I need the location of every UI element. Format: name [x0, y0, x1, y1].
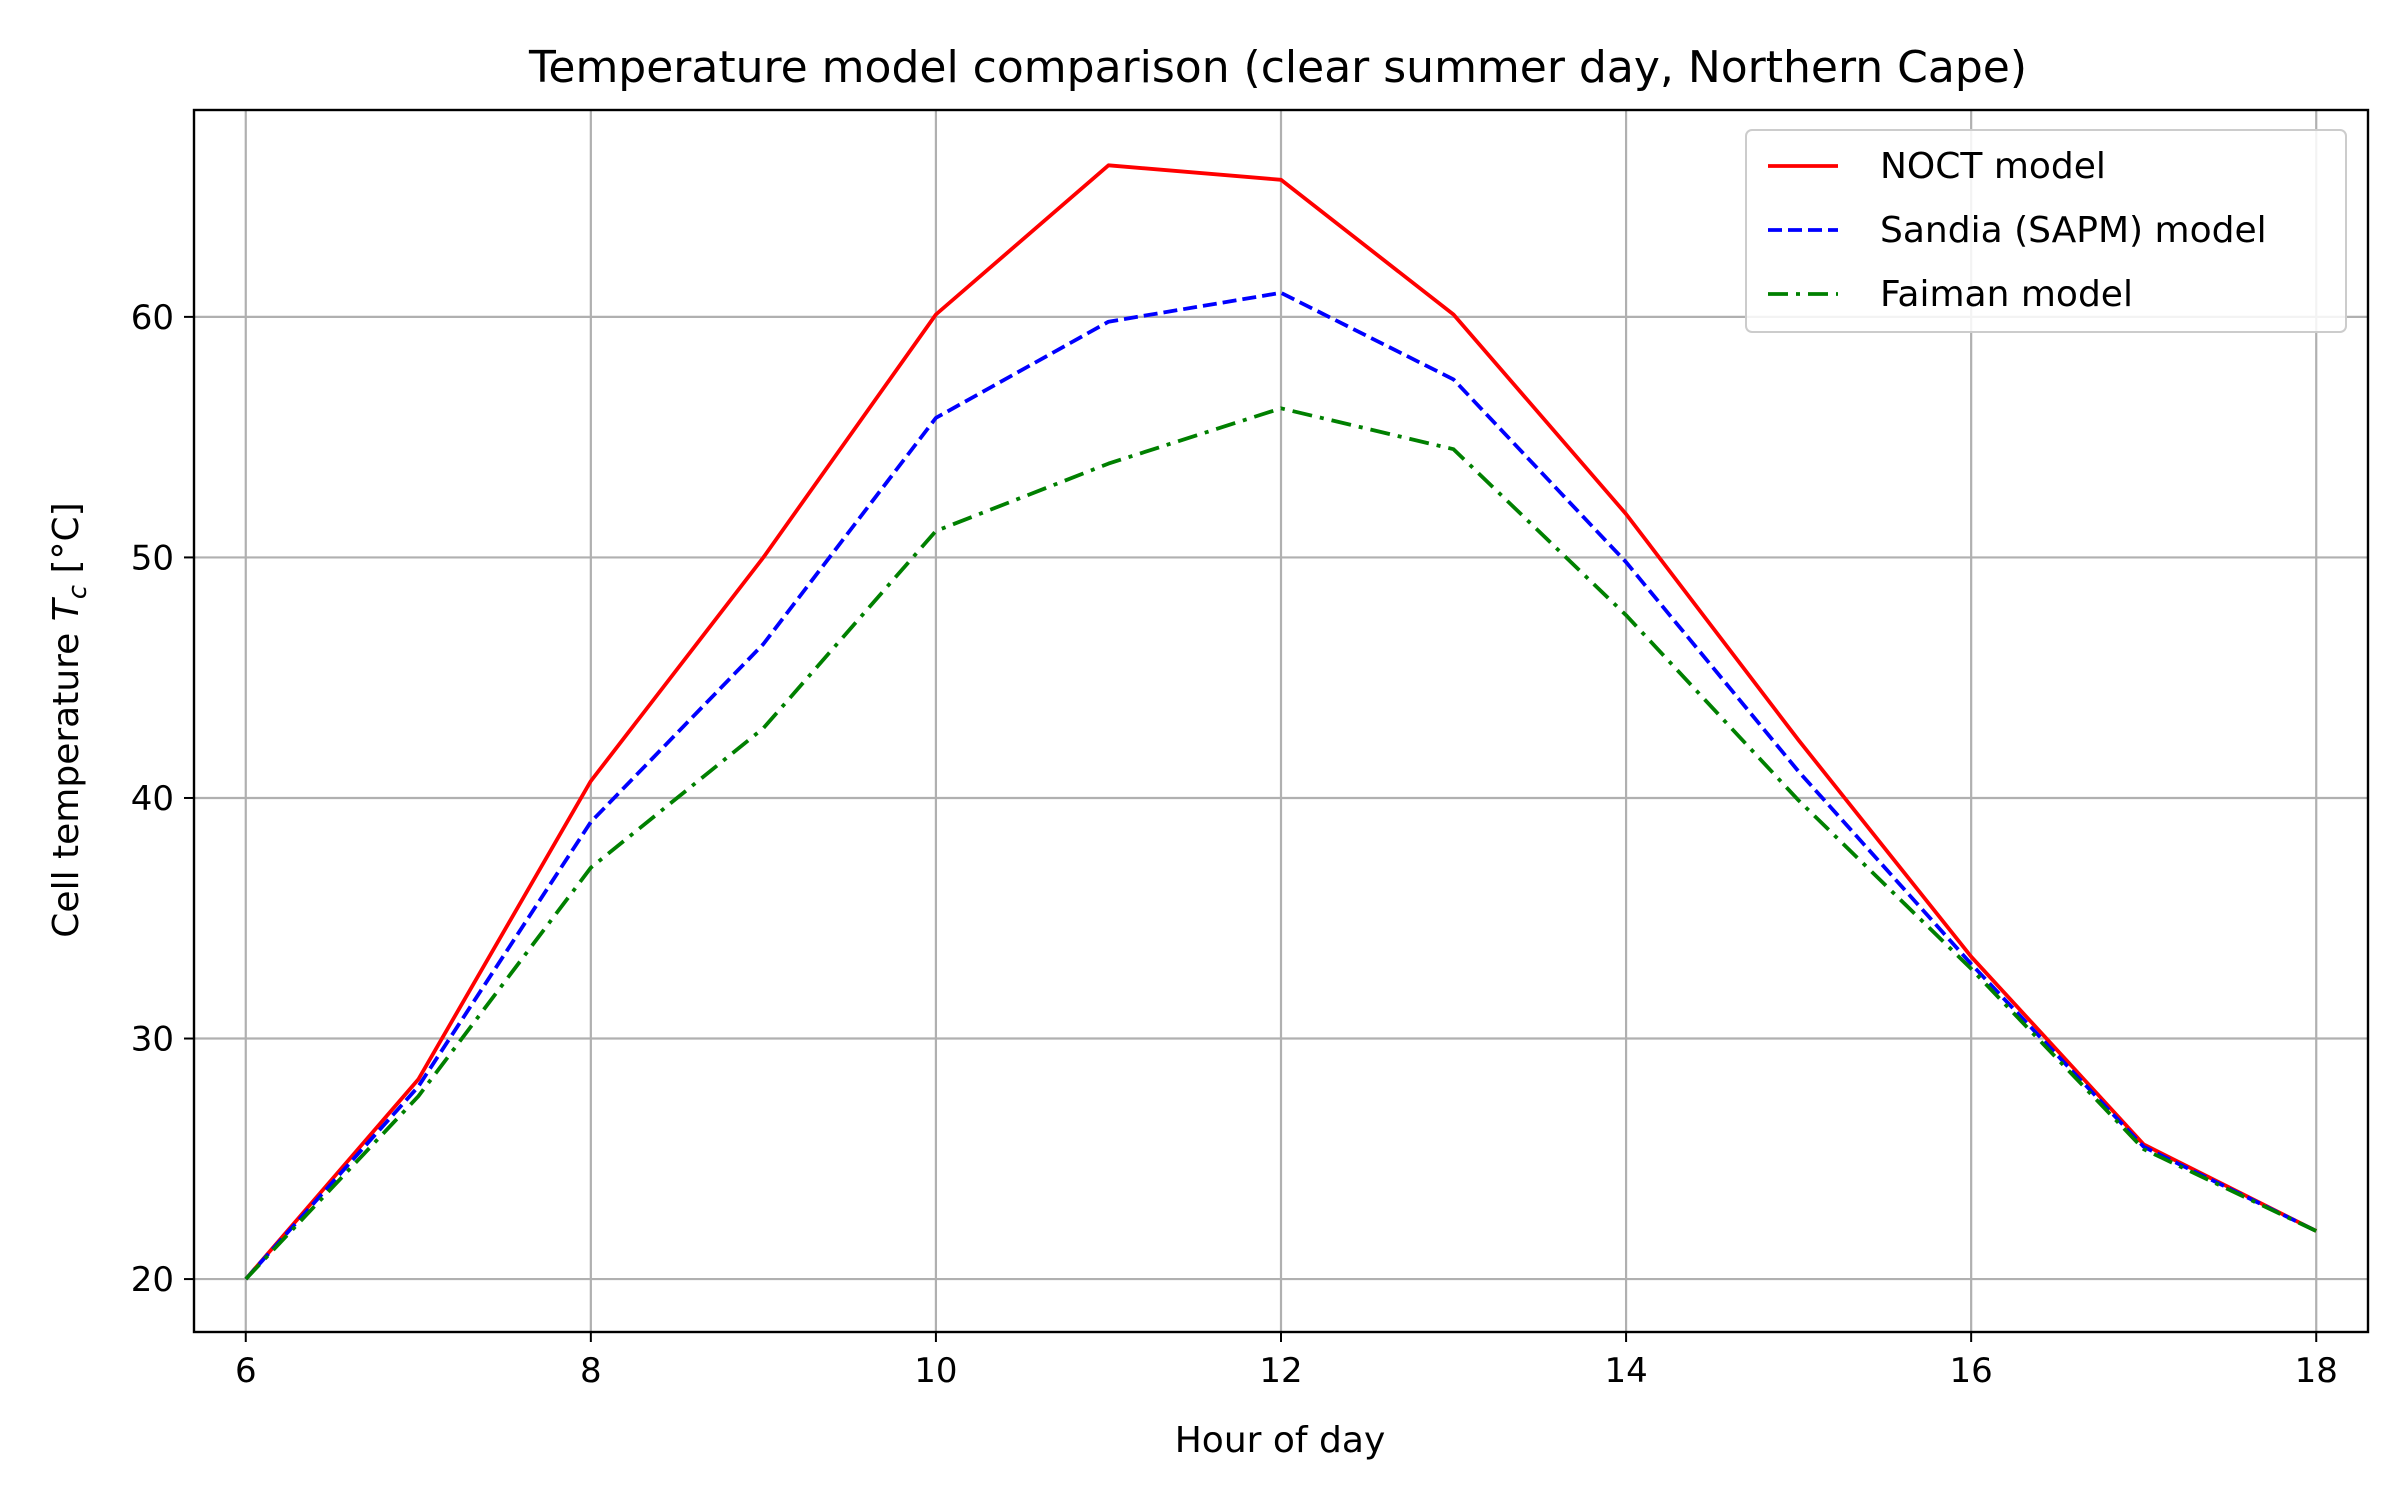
chart-title: Temperature model comparison (clear summ…	[528, 42, 2027, 93]
series-layer	[244, 163, 2318, 1281]
series-line-2	[244, 290, 2318, 1281]
y-axis-title-symbol: T	[46, 596, 87, 621]
x-tick-label: 14	[1604, 1351, 1647, 1391]
series-line-3	[244, 406, 2318, 1281]
y-axis-title-suffix: [°C]	[46, 502, 87, 585]
legend-label-3: Faiman model	[1880, 274, 2133, 315]
y-axis-title-prefix: Cell temperature	[46, 621, 87, 937]
x-tick-label: 18	[2295, 1351, 2338, 1391]
legend-label-2: Sandia (SAPM) model	[1880, 210, 2267, 251]
legend-label-1: NOCT model	[1880, 146, 2106, 187]
legend: NOCT model Sandia (SAPM) model Faiman mode…	[1745, 129, 2347, 333]
x-axis-title: Hour of day	[1175, 1420, 1386, 1461]
ticks: 6 8 10 12 14 16 18 20 30 40 50 60	[131, 298, 2338, 1391]
x-tick-label: 8	[580, 1351, 602, 1391]
legend-items: NOCT model Sandia (SAPM) model Faiman mode…	[1768, 146, 2267, 315]
series-line-1	[244, 163, 2318, 1281]
y-tick-label: 40	[131, 779, 174, 819]
y-tick-label: 60	[131, 298, 174, 338]
y-axis-title-subscript: c	[63, 585, 93, 599]
x-tick-label: 12	[1259, 1351, 1302, 1391]
x-tick-label: 6	[235, 1351, 257, 1391]
y-tick-label: 30	[131, 1020, 174, 1060]
x-tick-label: 10	[914, 1351, 957, 1391]
legend-box	[1745, 129, 2347, 333]
y-axis-title: Cell temperature Tc [°C]	[46, 502, 93, 937]
x-tick-label: 16	[1950, 1351, 1993, 1391]
y-tick-label: 50	[131, 538, 174, 578]
y-tick-label: 20	[131, 1260, 174, 1300]
